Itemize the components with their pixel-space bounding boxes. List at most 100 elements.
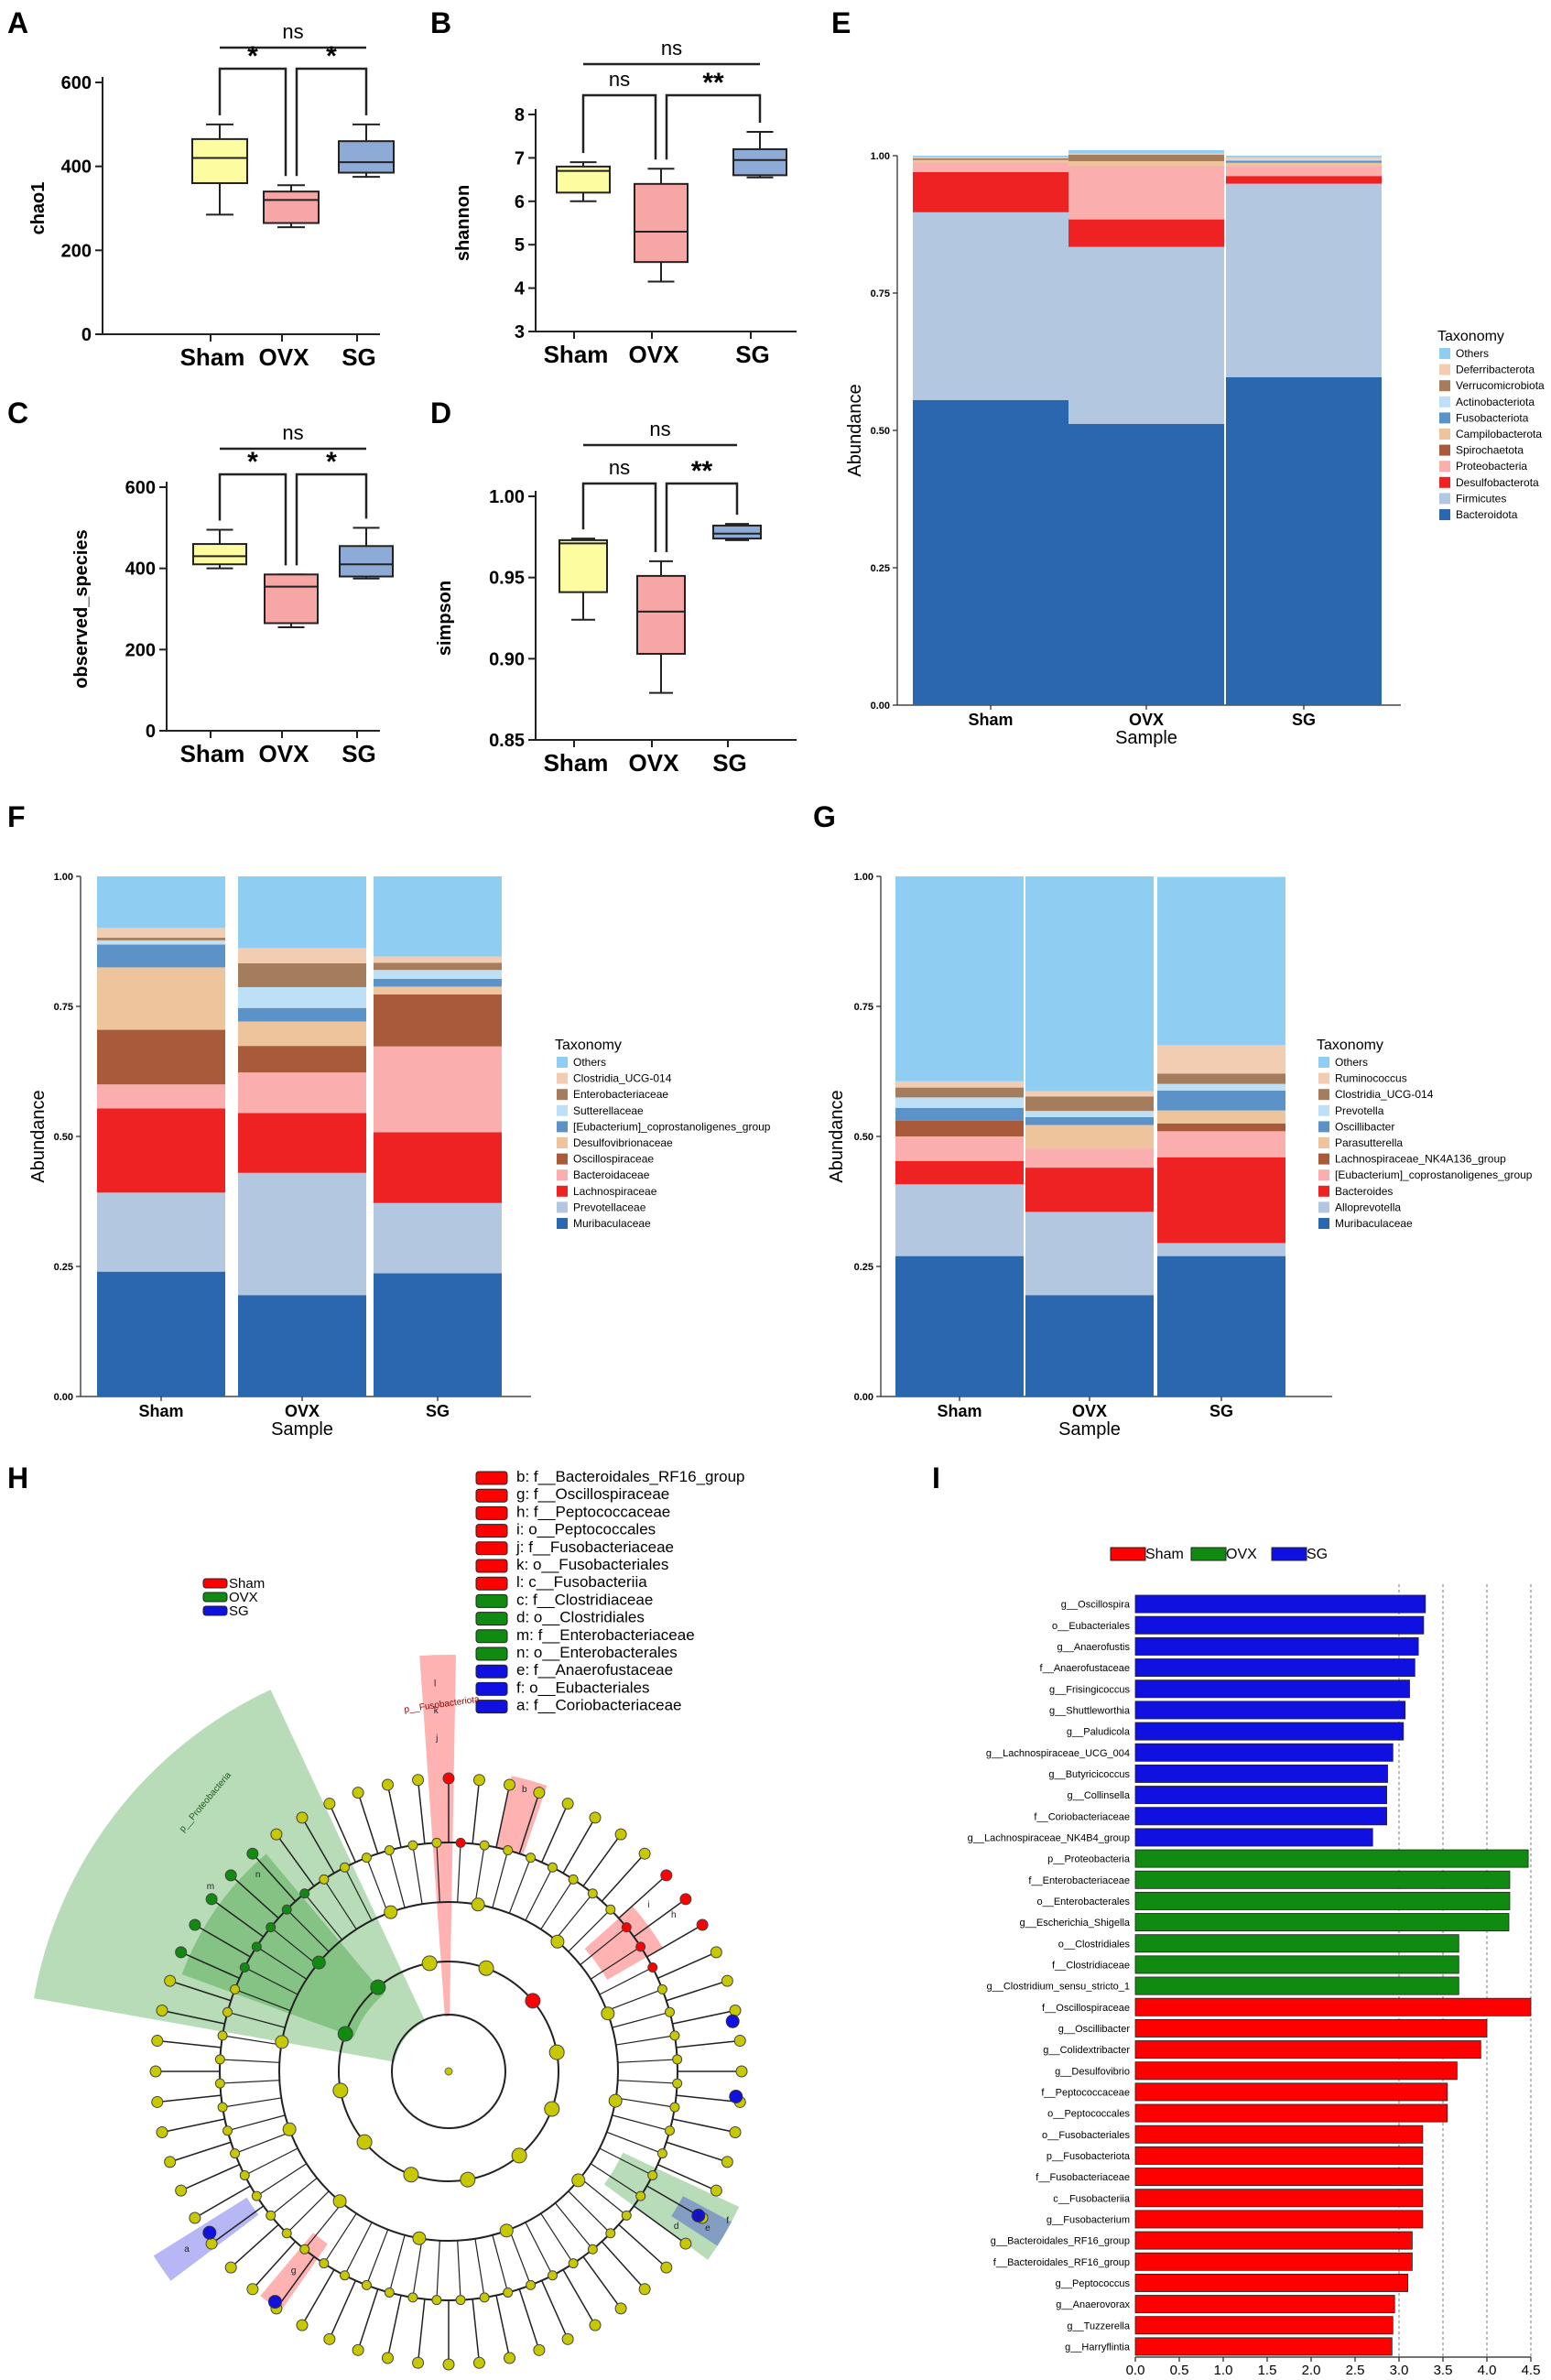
- genus-node-90: [431, 2295, 442, 2306]
- legend-swatch-oscillibacter: [1318, 1121, 1329, 1133]
- lda-bar-g-collinsella: [1134, 1786, 1387, 1805]
- bar-segment-ovx-others: [238, 876, 366, 949]
- genus-node-186: [217, 2030, 228, 2041]
- leaf-node-132: [246, 2283, 259, 2296]
- genus-node-54: [568, 2258, 579, 2269]
- leaf-node-48: [638, 2283, 651, 2296]
- bar-segment-sham-clostridia-ucg-014: [895, 1087, 1024, 1098]
- branch-300: [562, 1817, 596, 1874]
- branch-inner-24: [599, 2147, 654, 2177]
- lda-legend-label-sham: Sham: [1145, 1547, 1184, 1562]
- lda-bar-label-f-anaerofustaceae: f__Anaerofustaceae: [1040, 1663, 1130, 1674]
- branch-78: [495, 2295, 511, 2359]
- order-node-160: [282, 2122, 297, 2136]
- genus-node-162: [222, 2125, 233, 2136]
- branch-228: [252, 1853, 297, 1902]
- legend-label-desulfovibrionaceae: Desulfovibrionaceae: [573, 1136, 673, 1149]
- leaf-node-216: [205, 1893, 218, 1906]
- lda-bar-label-f-oscillospiraceae: f__Oscillospiraceae: [1042, 2003, 1130, 2014]
- legend-swatch-desulfovibrionaceae: [557, 1137, 568, 1148]
- lda-bar-g-fusobacterium: [1134, 2210, 1424, 2229]
- panel-letter-g: G: [813, 800, 836, 833]
- lda-bar-label-f-coriobacteriaceae: f__Coriobacteriaceae: [1034, 1811, 1130, 1822]
- branch-inner-90: [436, 2240, 440, 2300]
- leaf-node-324: [679, 1893, 692, 1906]
- order-node-10: [608, 2093, 623, 2108]
- significance-bracket-3: [295, 67, 368, 177]
- lda-bar-g-paludicola: [1134, 1722, 1405, 1741]
- lda-bar-label-f-clostridiaceae: f__Clostridiaceae: [1052, 1960, 1130, 1971]
- bar-segment-ovx-muribaculaceae: [238, 1295, 366, 1396]
- legend-label-muribaculaceae: Muribaculaceae: [573, 1217, 651, 1230]
- chao1-boxplot: 0 200 400 600 chao1 Sham OVX SG ns * *: [28, 20, 395, 371]
- legend-swatch-muribaculaceae: [557, 1218, 568, 1229]
- branch-inner-84: [457, 2240, 461, 2300]
- root-node: [444, 2067, 453, 2076]
- bar-segment-sg-proteobacteria: [1226, 166, 1382, 177]
- biomarker-swatch-l-c-fusobacteriia: [475, 1576, 508, 1591]
- branch-inner-0: [617, 2080, 678, 2084]
- node-letter-g: g: [291, 2266, 297, 2277]
- legend-swatch-alloprevotella: [1318, 1201, 1329, 1213]
- sg-node-127: [267, 2295, 282, 2309]
- branch-18: [666, 2141, 728, 2163]
- y-tick-label: 200: [61, 241, 92, 261]
- branch-inner-18: [606, 2131, 663, 2155]
- branch-inner-264: [436, 1842, 440, 1903]
- biomarker-swatch-m-f-enterobacteriaceae: [475, 1629, 508, 1644]
- branch-inner-312: [568, 1908, 612, 1952]
- legend-swatch-spirochaetota: [1439, 444, 1450, 456]
- bar-segment-ovx-prevotella: [1025, 1111, 1154, 1117]
- biomarker-label-d-o-clostridiales: d: o__Clostridiales: [516, 1609, 645, 1626]
- leaf-node-174: [151, 2095, 164, 2108]
- node-letter-h: h: [671, 1910, 677, 1920]
- branch-inner-192: [227, 2011, 286, 2028]
- significance-label-1: ns: [661, 37, 682, 60]
- y-tick-label: 8: [515, 105, 525, 125]
- bar-segment-ovx-bacteroides: [1025, 1168, 1154, 1212]
- leaf-node-252: [352, 1787, 364, 1799]
- y-axis-label: simpson: [435, 581, 455, 656]
- phylum-stacked-bar-chart: 0.00 0.25 0.50 0.75 1.00 Abundance Sham OVX SG Sa…: [845, 150, 1545, 748]
- leaf-node-138: [224, 2261, 237, 2274]
- branch-258: [386, 1784, 402, 1848]
- lda-bar-label-g-anaerofustis: g__Anaerofustis: [1058, 1642, 1131, 1653]
- leaf-node-228: [246, 1847, 259, 1860]
- lda-bar-g-oscillospira: [1134, 1594, 1426, 1614]
- leaf-node-306: [614, 1828, 627, 1841]
- genus-node-114: [340, 2270, 351, 2281]
- bar-segment-ovx-alloprevotella: [1025, 1212, 1154, 1296]
- branch-inner-228: [304, 1893, 343, 1940]
- branch-inner-144: [256, 2163, 308, 2197]
- panel-letter-i: I: [932, 1462, 940, 1494]
- branch-inner-6: [615, 2097, 676, 2108]
- x-tick-label-sg: SG: [426, 1402, 450, 1420]
- bar-segment-sham-verrucomicrobiota: [913, 158, 1068, 160]
- biomarker-swatch-j-f-fusobacteriaceae: [475, 1541, 508, 1556]
- lda-bar-g-lachnospiraceae-nk4b4-group: [1134, 1828, 1373, 1847]
- lda-x-tick-label: 1.5: [1258, 2363, 1277, 2378]
- order-node-70: [499, 2223, 514, 2238]
- lda-bar-g-oscillibacter: [1134, 2018, 1488, 2038]
- branch-192: [161, 2009, 225, 2025]
- box-sham: [559, 538, 608, 593]
- lda-x-tick-label: 3.5: [1434, 2363, 1453, 2378]
- genus-node-276: [479, 1840, 490, 1851]
- branch-114: [329, 2280, 357, 2340]
- legend-swatch-others: [557, 1057, 568, 1068]
- legend-label-parasutterella: Parasutterella: [1335, 1136, 1403, 1149]
- significance-label-2: *: [247, 41, 258, 71]
- class-node-250: [421, 1955, 438, 1972]
- leaf-node-54: [614, 2302, 627, 2315]
- lda-bar-o-fusobacteriales: [1134, 2125, 1424, 2144]
- branch-72: [518, 2288, 540, 2351]
- bar-segment-sham-proteobacteria: [913, 162, 1068, 172]
- y-tick-label: 0.75: [854, 1002, 873, 1013]
- branch-inner-204: [244, 1966, 298, 1995]
- lda-bar-label-o-eubacteriales: o__Eubacteriales: [1052, 1621, 1131, 1632]
- genus-node-102: [384, 2287, 395, 2298]
- lda-bar-label-g-harryflintia: g__Harryflintia: [1065, 2342, 1131, 2353]
- cladogram-ring-2: [338, 1961, 559, 2182]
- legend-label-eubacterium-coprostanoligenes-group: [Eubacterium]_coprostanoligenes_group: [1335, 1168, 1533, 1181]
- bar-segment-sham-others: [913, 156, 1068, 158]
